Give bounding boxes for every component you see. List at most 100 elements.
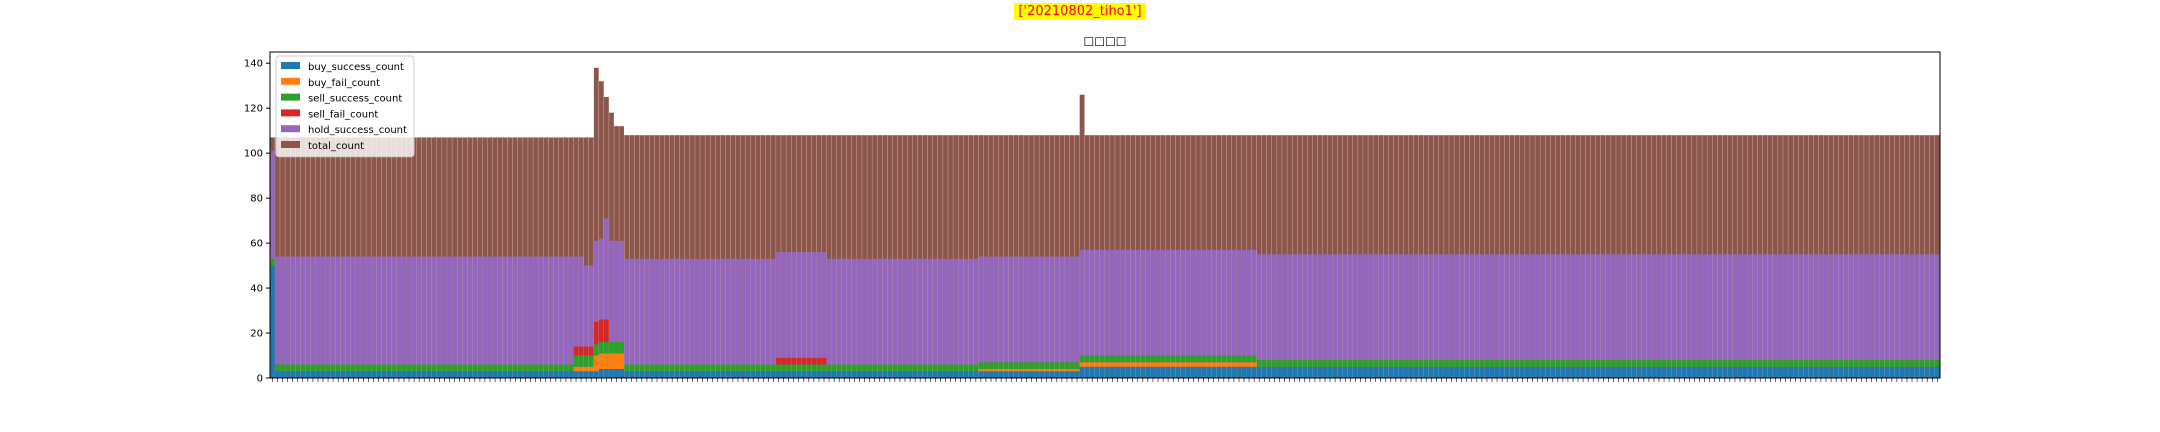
bar-sell-success-count	[416, 364, 422, 372]
bar-hold-success-count	[1064, 256, 1070, 363]
bar-sell-success-count	[452, 364, 457, 372]
legend-swatch	[281, 125, 300, 133]
bar-sell-success-count	[1504, 360, 1510, 367]
bar-hold-success-count	[1211, 249, 1217, 356]
bar-hold-success-count	[1029, 256, 1034, 363]
bar-hold-success-count	[1105, 249, 1110, 356]
bar-sell-success-count	[654, 364, 660, 372]
bar-hold-success-count	[290, 256, 296, 365]
bar-total-count	[629, 135, 635, 378]
bar-hold-success-count	[1196, 249, 1201, 356]
bar-total-count	[902, 135, 908, 378]
bar-total-count	[644, 135, 650, 378]
bar-buy-success-count	[1206, 366, 1212, 378]
bar-buy-fail-count	[583, 366, 589, 372]
bar-sell-success-count	[350, 364, 356, 372]
bar-hold-success-count	[1347, 254, 1353, 361]
bar-buy-success-count	[700, 371, 705, 378]
bar-buy-success-count	[1606, 366, 1611, 378]
bar-hold-success-count	[1130, 249, 1136, 356]
bar-buy-success-count	[1509, 366, 1515, 378]
bar-sell-success-count	[1606, 360, 1611, 367]
bar-sell-success-count	[1641, 360, 1647, 367]
bar-buy-fail-count	[1201, 362, 1206, 367]
bar-buy-success-count	[1282, 366, 1287, 378]
bar-sell-success-count	[1327, 360, 1333, 367]
bar-buy-success-count	[973, 371, 979, 378]
bar-sell-success-count	[477, 364, 483, 372]
bar-sell-success-count	[1261, 360, 1267, 367]
bar-sell-success-count	[1165, 355, 1171, 363]
bar-hold-success-count	[720, 258, 726, 365]
bar-buy-success-count	[1560, 366, 1566, 378]
bar-buy-success-count	[1388, 366, 1394, 378]
bar-hold-success-count	[1094, 249, 1100, 356]
bar-buy-success-count	[310, 371, 316, 378]
bar-sell-success-count	[973, 364, 979, 372]
bar-hold-success-count	[573, 256, 579, 347]
bar-sell-success-count	[1864, 360, 1869, 367]
bar-sell-success-count	[472, 364, 478, 372]
bar-sell-success-count	[735, 364, 741, 372]
bar-sell-success-count	[1130, 355, 1136, 363]
bar-total-count	[720, 135, 726, 378]
bar-buy-success-count	[1094, 366, 1100, 378]
bar-sell-fail-count	[791, 357, 797, 365]
bar-sell-success-count	[325, 364, 331, 372]
bar-sell-success-count	[907, 364, 913, 372]
bar-buy-success-count	[1398, 366, 1404, 378]
bar-buy-success-count	[457, 371, 463, 378]
bar-buy-success-count	[1439, 366, 1444, 378]
bar-hold-success-count	[1884, 254, 1890, 361]
bar-buy-success-count	[978, 371, 984, 378]
bar-buy-fail-count	[1044, 369, 1050, 372]
bar-sell-success-count	[1049, 362, 1055, 369]
bar-hold-success-count	[366, 256, 371, 365]
bar-hold-success-count	[634, 258, 640, 365]
bar-buy-success-count	[755, 371, 761, 378]
bar-buy-success-count	[1869, 366, 1874, 378]
bar-total-count	[639, 135, 645, 378]
bar-hold-success-count	[270, 150, 275, 259]
bar-sell-success-count	[1631, 360, 1637, 367]
bar-hold-success-count	[1074, 256, 1080, 363]
bar-sell-success-count	[1555, 360, 1561, 367]
bar-hold-success-count	[1565, 254, 1571, 361]
bar-hold-success-count	[558, 256, 564, 365]
bar-total-count	[695, 135, 700, 378]
bar-buy-success-count	[1681, 366, 1687, 378]
bar-sell-success-count	[320, 364, 326, 372]
bar-sell-success-count	[1717, 360, 1723, 367]
bar-total-count	[831, 135, 837, 378]
bar-hold-success-count	[1874, 254, 1880, 361]
bar-hold-success-count	[735, 258, 741, 365]
bar-buy-success-count	[1368, 366, 1373, 378]
bar-hold-success-count	[705, 258, 711, 365]
bar-hold-success-count	[1838, 254, 1844, 361]
bar-sell-success-count	[1540, 360, 1546, 367]
bar-hold-success-count	[335, 256, 341, 365]
bar-total-count	[862, 135, 867, 378]
bar-buy-success-count	[1266, 366, 1272, 378]
bar-sell-success-count	[998, 362, 1004, 369]
bar-hold-success-count	[1869, 254, 1874, 361]
y-tick: 140	[244, 59, 270, 70]
bar-buy-success-count	[442, 371, 447, 378]
bar-buy-success-count	[578, 371, 584, 378]
bar-hold-success-count	[548, 256, 554, 365]
bar-hold-success-count	[431, 256, 437, 365]
bar-hold-success-count	[1631, 254, 1637, 361]
bar-buy-success-count	[1671, 366, 1677, 378]
bar-sell-success-count	[1489, 360, 1495, 367]
bar-hold-success-count	[528, 256, 533, 365]
bar-sell-success-count	[882, 364, 888, 372]
bar-buy-success-count	[507, 371, 513, 378]
bar-hold-success-count	[1747, 254, 1753, 361]
bar-buy-success-count	[1322, 366, 1328, 378]
bar-sell-success-count	[512, 364, 518, 372]
bar-sell-success-count	[1363, 360, 1368, 367]
bar-buy-success-count	[376, 371, 382, 378]
bar-hold-success-count	[1793, 254, 1799, 361]
bar-hold-success-count	[917, 258, 923, 365]
bar-total-count	[679, 135, 685, 378]
